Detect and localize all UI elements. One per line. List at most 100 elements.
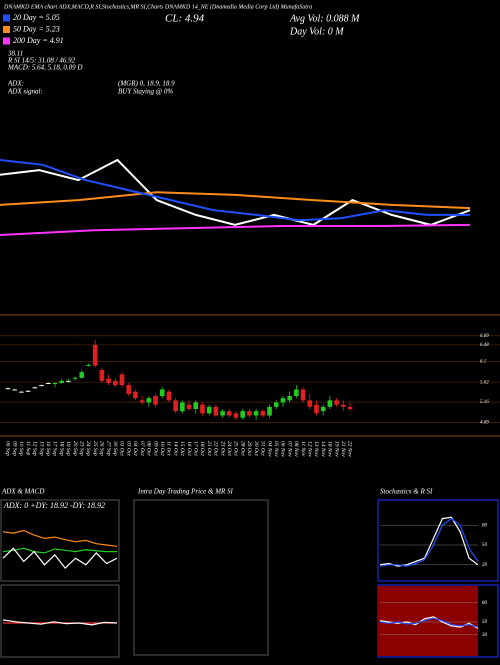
stat-text: MACD: 5.64, 5.18, 0.09 D	[7, 64, 82, 72]
panel-background	[378, 586, 478, 656]
x-tick-label: 25 Oct	[233, 441, 239, 456]
y-tick-label: 6.48	[480, 343, 489, 348]
x-tick-label: 03 Oct	[125, 441, 131, 456]
series-line	[0, 191, 471, 210]
legend-swatch	[3, 26, 10, 33]
candle-body	[173, 400, 178, 412]
candle-body	[287, 396, 292, 401]
y-tick-label: 50	[482, 620, 488, 625]
candle-body	[79, 372, 85, 378]
candle-body	[52, 383, 58, 384]
candle-body	[260, 411, 266, 416]
candle-body	[247, 411, 252, 416]
stat-text: 38.11	[7, 50, 23, 58]
x-tick-label: 26 Sep	[99, 441, 105, 456]
x-tick-label: 14 Oct	[172, 441, 179, 456]
candle-body	[112, 380, 118, 386]
candle-body	[153, 396, 158, 405]
candle-body	[273, 402, 279, 407]
x-tick-label: 22 Nov	[347, 441, 353, 457]
close-price: CL: 4.94	[165, 13, 205, 25]
x-tick-label: 06 Sep	[5, 441, 11, 456]
x-tick-label: 14 Nov	[320, 441, 327, 457]
x-tick-label: 15 Oct	[179, 441, 185, 456]
x-tick-label: 22 Oct	[213, 441, 219, 456]
candle-body	[300, 389, 306, 401]
candle-body	[347, 406, 353, 409]
candle-body	[5, 388, 11, 390]
x-tick-label: 08 Nov	[293, 441, 299, 457]
candle-body	[186, 404, 192, 409]
x-tick-label: 10 Oct	[159, 441, 165, 456]
x-tick-label: 11 Oct	[166, 441, 172, 456]
x-tick-label: 19 Sep	[65, 441, 71, 456]
y-tick-label: 5.16	[480, 400, 489, 405]
x-tick-label: 07 Nov	[286, 441, 292, 457]
panel-subtitle: ADX: 0 +DY: 18.92 -DY: 18.92	[3, 501, 105, 510]
x-tick-label: 23 Sep	[78, 441, 84, 456]
x-tick-label: 27 Sep	[105, 441, 111, 456]
candle-body	[19, 391, 24, 393]
x-tick-label: 18 Oct	[199, 441, 205, 456]
series-line	[0, 158, 471, 226]
x-tick-label: 28 Oct	[239, 441, 245, 456]
x-tick-label: 12 Nov	[306, 441, 312, 457]
candle-body	[45, 383, 51, 384]
series-line	[2, 529, 118, 547]
x-tick-label: 19 Nov	[333, 441, 339, 457]
candle-body	[92, 344, 98, 366]
candle-body	[133, 391, 138, 399]
stochastics-panel	[377, 499, 499, 582]
candle-body	[72, 377, 78, 379]
candle-body	[166, 391, 172, 401]
candle-body	[119, 374, 125, 386]
day-volume: Day Vol: 0 M	[289, 26, 344, 37]
candle-body	[99, 370, 105, 381]
candle-body	[193, 402, 199, 409]
candle-body	[126, 385, 132, 394]
y-tick-label: 6.69	[480, 334, 489, 339]
candle-body	[139, 400, 145, 403]
x-tick-label: 01 Oct	[119, 441, 125, 456]
candle-body	[340, 404, 346, 407]
candle-body	[213, 406, 219, 416]
candle-body	[334, 400, 339, 405]
candle-body	[146, 398, 152, 403]
candle-body	[59, 380, 64, 383]
candle-body	[314, 404, 319, 414]
candle-body	[240, 411, 246, 418]
x-tick-label: 30 Sep	[112, 440, 118, 456]
adx-panel	[0, 499, 120, 582]
avg-volume: Avg Vol: 0.088 M	[289, 13, 360, 24]
adx-label: ADX:	[7, 80, 24, 88]
x-tick-label: 04 Nov	[266, 441, 273, 457]
candle-body	[267, 406, 272, 416]
x-tick-label: 24 Oct	[226, 441, 233, 456]
legend-swatch	[3, 14, 10, 22]
x-tick-label: 16 Oct	[186, 441, 192, 456]
series-line	[2, 619, 118, 626]
series-line	[379, 617, 479, 628]
legend-label: 200 Day = 4.91	[13, 36, 64, 45]
candle-body	[12, 389, 18, 391]
y-tick-label: 5.62	[480, 380, 489, 385]
x-tick-label: 11 Nov	[300, 441, 306, 457]
x-tick-label: 05 Nov	[273, 441, 279, 457]
x-tick-label: 20 Sep	[72, 441, 78, 456]
x-tick-label: 04 Oct	[132, 441, 139, 456]
legend-label: 20 Day = 5.05	[13, 13, 60, 22]
x-tick-label: 07 Oct	[139, 441, 145, 456]
candle-body	[25, 390, 31, 392]
candle-body	[32, 387, 38, 389]
x-tick-label: 11 Sep	[25, 441, 31, 456]
series-line	[0, 159, 470, 222]
candle-body	[86, 364, 91, 366]
candle-body	[159, 389, 165, 396]
x-tick-label: 29 Oct	[246, 441, 252, 456]
x-tick-label: 18 Sep	[58, 441, 64, 456]
y-tick-label: 6.1	[480, 359, 486, 364]
candle-body	[39, 385, 44, 387]
candle-body	[327, 400, 333, 407]
candle-body	[233, 413, 239, 418]
